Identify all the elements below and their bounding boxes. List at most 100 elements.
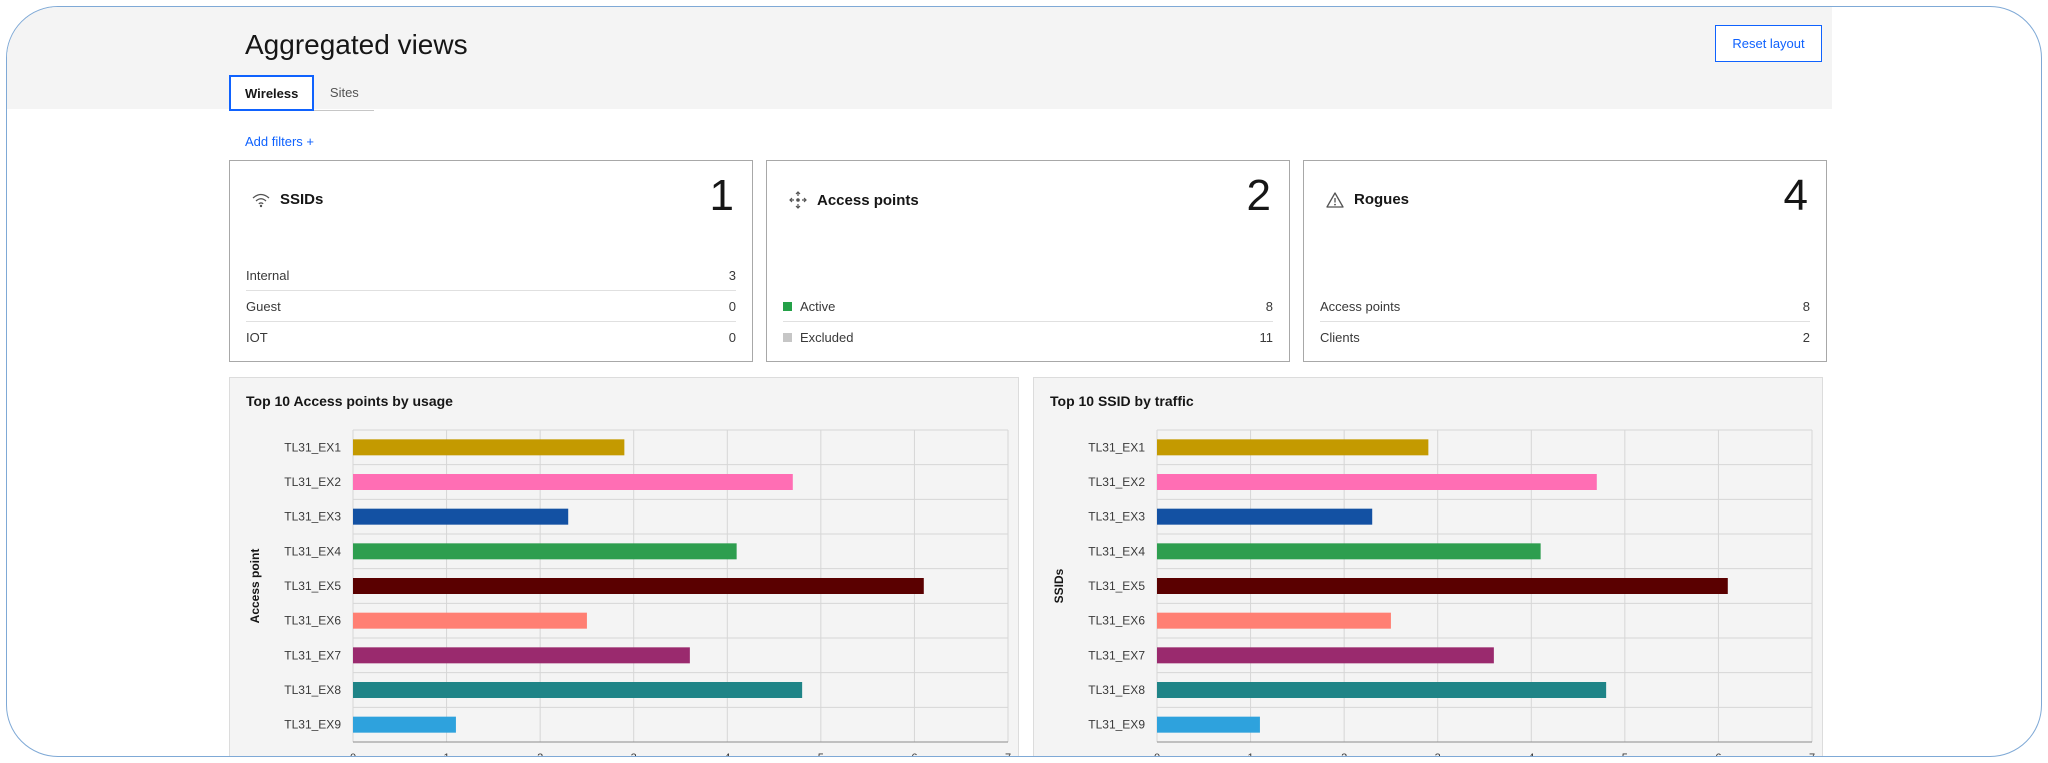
- status-dot-active: [783, 301, 792, 311]
- y-tick-label: TL31_EX8: [1088, 683, 1145, 697]
- bar-tl31-ex9[interactable]: [1157, 716, 1260, 733]
- wifi-icon: [252, 193, 270, 207]
- bar-tl31-ex6[interactable]: [353, 612, 587, 629]
- row-value: 11: [1259, 330, 1274, 345]
- bar-tl31-ex3[interactable]: [1157, 508, 1373, 525]
- row-value: 8: [1802, 298, 1810, 314]
- access-points-card-title: Access points: [789, 191, 919, 209]
- bar-tl31-ex3[interactable]: [353, 508, 569, 525]
- top-ssid-chart: 0 1 2 3 4 5 6 7 TL31_EX1 TL31_EX2 TL31_EX3 TL31_EX4…: [1052, 429, 1815, 757]
- row-label: Access points: [1320, 298, 1401, 314]
- page-title: Aggregated views: [245, 29, 468, 60]
- bar-tl31-ex5[interactable]: [353, 578, 924, 594]
- x-tick-label: 3: [1435, 752, 1441, 757]
- x-tick-label: 0: [350, 752, 356, 757]
- x-tick-label: 0: [1154, 752, 1160, 757]
- x-tick-label: 6: [911, 752, 917, 757]
- access-points-rows: Active 8 Excluded 11: [783, 291, 1273, 353]
- bar-tl31-ex2[interactable]: [1157, 474, 1597, 490]
- y-tick-label: TL31_EX2: [1088, 475, 1145, 489]
- x-tick-label: 1: [444, 752, 450, 757]
- bar-tl31-ex6[interactable]: [1157, 612, 1391, 629]
- reset-layout-button[interactable]: Reset layout: [1715, 25, 1822, 62]
- row-value: 2: [1802, 330, 1810, 345]
- bar-tl31-ex4[interactable]: [353, 543, 737, 560]
- bar-tl31-ex5[interactable]: [1157, 578, 1728, 594]
- bar-tl31-ex7[interactable]: [353, 647, 690, 664]
- bar-tl31-ex1[interactable]: [1157, 439, 1429, 456]
- y-axis-label: SSIDs: [1052, 568, 1066, 603]
- y-tick-label: TL31_EX6: [284, 614, 341, 628]
- access-point-icon: [789, 191, 807, 209]
- rogues-title: Rogues: [1354, 191, 1410, 208]
- y-tick-label: TL31_EX9: [1088, 718, 1145, 732]
- top-access-points-chart-card: Top 10 Access points by usage 0 1 2 3 4 5 6 7 TL…: [229, 377, 1019, 757]
- y-tick-label: TL31_EX7: [284, 648, 341, 662]
- list-item: Excluded 11: [783, 322, 1273, 353]
- bar-tl31-ex4[interactable]: [1157, 543, 1541, 560]
- row-value: 0: [728, 298, 736, 314]
- rogues-card[interactable]: Rogues 4 Access points 8 Clients 2: [1303, 160, 1827, 362]
- x-tick-label: 7: [1005, 752, 1011, 757]
- row-label: Internal: [246, 267, 290, 283]
- add-filters-link[interactable]: Add filters +: [245, 134, 315, 149]
- y-tick-label: TL31_EX5: [284, 579, 341, 593]
- ssids-rows: Internal 3 Guest 0 IOT 0: [246, 260, 736, 353]
- ssids-count: 1: [709, 171, 734, 220]
- warning-icon: [1326, 191, 1344, 208]
- y-tick-label: TL31_EX1: [284, 440, 341, 454]
- x-tick-label: 2: [537, 752, 543, 757]
- ssids-card[interactable]: SSIDs 1 Internal 3 Guest 0 IOT 0: [229, 160, 753, 362]
- list-item: IOT 0: [246, 322, 736, 353]
- rogues-card-title: Rogues: [1326, 191, 1409, 208]
- y-tick-label: TL31_EX6: [1088, 614, 1145, 628]
- bar-tl31-ex8[interactable]: [353, 682, 803, 698]
- bar-tl31-ex2[interactable]: [353, 474, 793, 490]
- y-tick-label: TL31_EX4: [1088, 544, 1145, 558]
- tab-wireless[interactable]: Wireless: [229, 75, 315, 111]
- rogues-rows: Access points 8 Clients 2: [1320, 291, 1810, 353]
- bar-tl31-ex7[interactable]: [1157, 647, 1494, 664]
- y-tick-label: TL31_EX1: [1088, 440, 1145, 454]
- row-value: 3: [728, 267, 736, 283]
- tab-sites[interactable]: Sites: [314, 75, 375, 111]
- row-value: 0: [728, 330, 736, 345]
- row-label: Clients: [1320, 330, 1360, 345]
- rogues-count: 4: [1783, 171, 1808, 220]
- ssids-title: SSIDs: [280, 191, 324, 208]
- row-label-text: Excluded: [800, 330, 854, 345]
- bar-tl31-ex8[interactable]: [1157, 682, 1607, 698]
- app-window: Aggregated views Reset layout Wireless S…: [6, 6, 2042, 757]
- x-tick-label: 5: [1622, 752, 1628, 757]
- ssids-card-title: SSIDs: [252, 191, 323, 208]
- status-dot-excluded: [783, 333, 792, 342]
- y-tick-label: TL31_EX7: [1088, 648, 1145, 662]
- chart-title: Top 10 Access points by usage: [246, 393, 453, 409]
- list-item: Access points 8: [1320, 291, 1810, 322]
- x-tick-label: 5: [818, 752, 824, 757]
- top-ssid-chart-card: Top 10 SSID by traffic 0 1 2 3 4 5 6 7 TL31_EX1 T…: [1033, 377, 1823, 757]
- access-points-count: 2: [1246, 171, 1271, 220]
- y-tick-label: TL31_EX3: [1088, 510, 1145, 524]
- x-tick-label: 6: [1715, 752, 1721, 757]
- x-tick-label: 3: [631, 752, 637, 757]
- list-item: Guest 0: [246, 291, 736, 322]
- list-item: Internal 3: [246, 260, 736, 291]
- top-access-points-chart: 0 1 2 3 4 5 6 7 TL31_EX1 TL31_EX2 TL31_EX3 TL31_EX4…: [248, 429, 1011, 757]
- y-axis-label: Access point: [248, 549, 262, 624]
- row-value: 8: [1265, 298, 1273, 314]
- bar-tl31-ex9[interactable]: [353, 716, 456, 733]
- access-points-title: Access points: [817, 191, 919, 209]
- row-label-text: Active: [800, 298, 836, 314]
- bar-tl31-ex1[interactable]: [353, 439, 625, 456]
- row-label: IOT: [246, 330, 268, 345]
- access-points-card[interactable]: Access points 2 Active 8 Excluded 11: [766, 160, 1290, 362]
- chart-title: Top 10 SSID by traffic: [1050, 393, 1194, 409]
- y-tick-label: TL31_EX2: [284, 475, 341, 489]
- x-tick-label: 7: [1809, 752, 1815, 757]
- list-item: Clients 2: [1320, 322, 1810, 353]
- x-tick-label: 2: [1341, 752, 1347, 757]
- x-tick-label: 4: [724, 752, 730, 757]
- y-tick-label: TL31_EX5: [1088, 579, 1145, 593]
- y-tick-label: TL31_EX4: [284, 544, 341, 558]
